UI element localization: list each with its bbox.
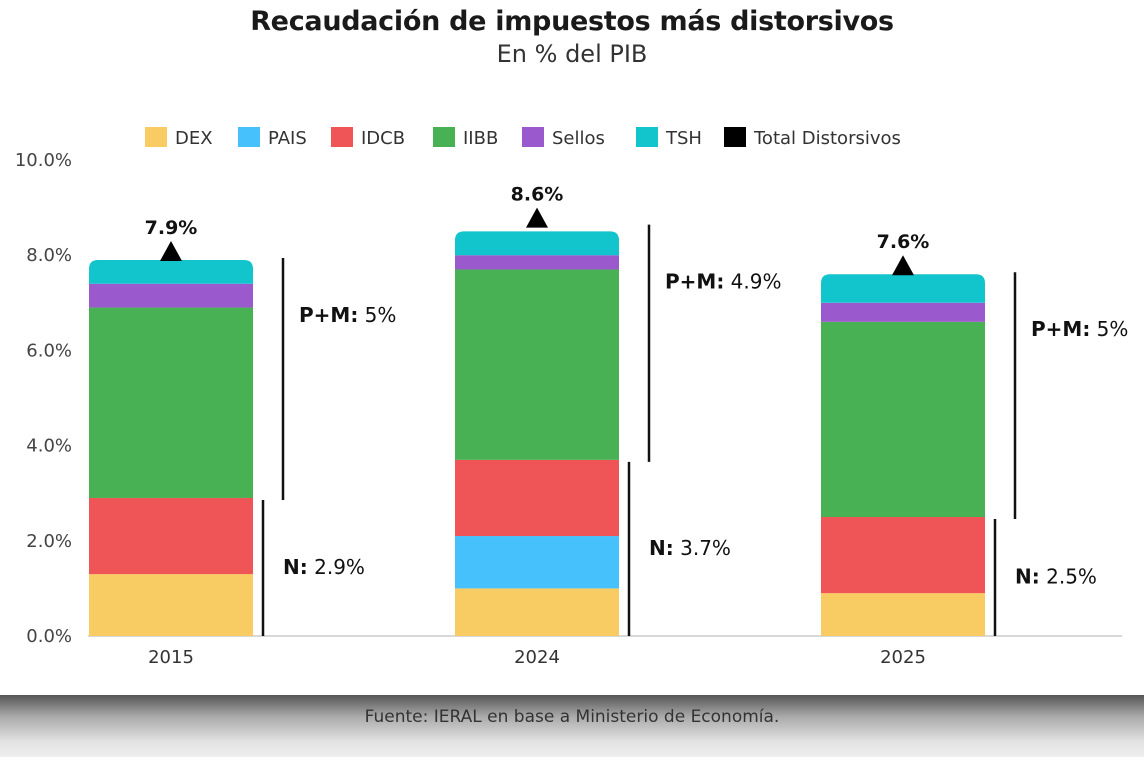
bars bbox=[89, 231, 985, 636]
legend-swatch-sellos bbox=[522, 127, 544, 147]
footer: Fuente: IERAL en base a Ministerio de Ec… bbox=[0, 695, 1144, 757]
y-axis: 0.0% 2.0% 4.0% 6.0% 8.0% 10.0% bbox=[15, 150, 72, 647]
chart-subtitle: En % del PIB bbox=[496, 40, 648, 68]
bar-segment-dex-2024 bbox=[455, 588, 619, 636]
n-annotation-key: N: bbox=[283, 555, 308, 579]
n-annotation-value: 2.9% bbox=[308, 555, 365, 579]
bar-segment-tsh-2015 bbox=[89, 259, 253, 284]
legend-swatch-dex bbox=[145, 127, 167, 147]
pm-annotation-label: P+M: 5% bbox=[299, 303, 396, 327]
y-tick-label: 0.0% bbox=[26, 626, 72, 647]
legend-swatch-tsh bbox=[636, 127, 658, 147]
pm-annotation-value: 5% bbox=[1090, 317, 1128, 341]
pm-annotation-key: P+M: bbox=[299, 303, 358, 327]
bar-segment-dex-2015 bbox=[89, 574, 253, 636]
pm-annotation-key: P+M: bbox=[665, 270, 724, 294]
total-marker-2015 bbox=[160, 240, 182, 261]
n-annotation-value: 3.7% bbox=[674, 536, 731, 560]
legend-label-iibb: IIBB bbox=[463, 128, 498, 149]
bar-segment-tsh-2025 bbox=[821, 274, 985, 303]
n-annotation-label: N: 2.9% bbox=[283, 555, 365, 579]
chart-title: Recaudación de impuestos más distorsivos bbox=[250, 6, 894, 37]
pm-annotation-label: P+M: 5% bbox=[1031, 317, 1128, 341]
y-tick-label: 10.0% bbox=[15, 150, 72, 171]
total-label-2015: 7.9% bbox=[145, 217, 198, 239]
legend-swatch-total-distorsivos bbox=[724, 127, 746, 147]
bar-segment-tsh-2024 bbox=[455, 231, 619, 256]
x-tick-label: 2015 bbox=[148, 647, 194, 668]
bar-segment-sellos-2015 bbox=[89, 283, 253, 308]
bar-segment-sellos-2025 bbox=[821, 302, 985, 322]
legend: DEX PAIS IDCB IIBB Sellos TSH Total Distorsivo… bbox=[145, 127, 901, 149]
total-markers: 7.9% 8.6% 7.6% bbox=[145, 184, 930, 276]
annotations: N: 2.9% P+M: 5% N: 3.7% P+M: 4.9% N: 2.5% P+M… bbox=[261, 224, 1128, 636]
legend-label-pais: PAIS bbox=[268, 128, 307, 149]
source-note: Fuente: IERAL en base a Ministerio de Ec… bbox=[364, 707, 780, 727]
x-tick-label: 2024 bbox=[514, 647, 560, 668]
n-annotation-key: N: bbox=[1015, 565, 1040, 589]
total-label-2025: 7.6% bbox=[877, 231, 930, 253]
legend-label-idcb: IDCB bbox=[361, 128, 405, 149]
legend-label-tsh: TSH bbox=[665, 128, 702, 149]
n-annotation-label: N: 2.5% bbox=[1015, 565, 1097, 589]
bar-segment-idcb-2025 bbox=[821, 517, 985, 594]
bar-segment-iibb-2025 bbox=[821, 321, 985, 517]
legend-label-total-distorsivos: Total Distorsivos bbox=[753, 128, 901, 149]
x-axis: 2015 2024 2025 bbox=[148, 647, 926, 668]
legend-swatch-pais bbox=[238, 127, 260, 147]
legend-label-dex: DEX bbox=[175, 128, 213, 149]
total-marker-2024 bbox=[526, 207, 548, 228]
y-tick-label: 4.0% bbox=[26, 436, 72, 457]
bar-segment-iibb-2015 bbox=[89, 307, 253, 498]
legend-swatch-idcb bbox=[331, 127, 353, 147]
bar-segment-pais-2024 bbox=[455, 536, 619, 589]
legend-label-sellos: Sellos bbox=[552, 128, 605, 149]
y-tick-label: 6.0% bbox=[26, 340, 72, 361]
n-annotation-key: N: bbox=[649, 536, 674, 560]
bar-segment-sellos-2024 bbox=[455, 255, 619, 270]
bar-segment-idcb-2015 bbox=[89, 497, 253, 575]
stacked-bar-chart: DEX PAIS IDCB IIBB Sellos TSH Total Distorsivo… bbox=[15, 127, 1128, 668]
legend-swatch-iibb bbox=[433, 127, 455, 147]
n-annotation-label: N: 3.7% bbox=[649, 536, 731, 560]
y-tick-label: 8.0% bbox=[26, 245, 72, 266]
pm-annotation-value: 4.9% bbox=[724, 270, 781, 294]
total-label-2024: 8.6% bbox=[511, 184, 564, 206]
bar-segment-idcb-2024 bbox=[455, 459, 619, 537]
pm-annotation-label: P+M: 4.9% bbox=[665, 270, 782, 294]
pm-annotation-key: P+M: bbox=[1031, 317, 1090, 341]
n-annotation-value: 2.5% bbox=[1040, 565, 1097, 589]
y-tick-label: 2.0% bbox=[26, 531, 72, 552]
bar-segment-iibb-2024 bbox=[455, 269, 619, 460]
x-tick-label: 2025 bbox=[880, 647, 926, 668]
bar-segment-dex-2025 bbox=[821, 593, 985, 636]
pm-annotation-value: 5% bbox=[358, 303, 396, 327]
total-marker-2025 bbox=[892, 255, 914, 276]
